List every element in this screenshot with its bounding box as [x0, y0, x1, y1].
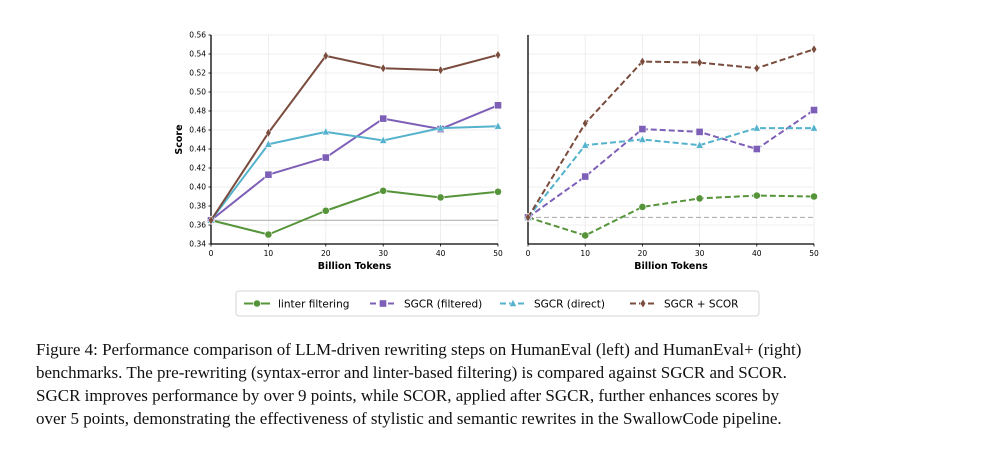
legend: linter filtering SGCR (filtered) SGCR (dir… [235, 290, 760, 317]
x-tick-label: 20 [638, 249, 648, 258]
data-point-sgcr-scor [582, 118, 589, 129]
y-tick-label: 0.44 [189, 145, 206, 154]
data-point-sgcr-scor [380, 63, 387, 74]
x-axis-label: Billion Tokens [634, 261, 708, 272]
series-line-sgcr-filtered [527, 109, 815, 219]
x-tick-label: 0 [209, 249, 214, 258]
data-point-sgcr-direct [493, 121, 503, 130]
y-axis-label: Score [174, 124, 185, 154]
data-point-linter-filtering [695, 194, 704, 203]
data-point-sgcr-direct [752, 123, 761, 132]
legend-label-sgcr-filtered: SGCR (filtered) [404, 298, 482, 310]
legend-marker-sgcr-direct [508, 298, 518, 307]
series-line-linter-filtering [210, 189, 499, 236]
series-line-linter-filtering [527, 194, 815, 237]
series-line-sgcr-direct [527, 127, 814, 219]
data-point-sgcr-scor [437, 65, 444, 76]
data-point-linter-filtering [436, 193, 445, 202]
y-tick-label: 0.42 [189, 164, 206, 173]
caption-line: benchmarks. The pre-rewriting (syntax-er… [36, 363, 787, 382]
y-tick-label: 0.38 [189, 202, 206, 211]
data-point-sgcr-direct [264, 139, 273, 148]
data-point-linter-filtering [752, 191, 761, 200]
data-point-sgcr-direct [581, 140, 590, 149]
legend-box [235, 290, 760, 317]
data-point-sgcr-scor [639, 56, 646, 67]
data-point-sgcr-filtered [638, 125, 647, 133]
data-point-linter-filtering [810, 192, 818, 201]
y-tick-label: 0.34 [189, 240, 206, 249]
data-point-linter-filtering [581, 231, 590, 240]
series-line-sgcr-direct [210, 125, 499, 221]
caption-line: SGCR improves performance by over 9 poin… [36, 386, 780, 405]
data-point-linter-filtering [638, 203, 647, 211]
legend-label-linter-filtering: linter filtering [278, 298, 349, 310]
data-point-sgcr-scor [525, 212, 531, 223]
y-tick-label: 0.56 [189, 31, 206, 40]
data-point-sgcr-filtered [264, 170, 273, 179]
data-point-sgcr-filtered [752, 145, 761, 153]
data-point-sgcr-direct [436, 123, 445, 132]
x-tick-label: 10 [580, 249, 590, 258]
x-tick-label: 20 [321, 249, 331, 258]
data-point-sgcr-filtered [695, 128, 704, 136]
x-tick-label: 10 [264, 249, 274, 258]
y-tick-label: 0.48 [189, 107, 206, 116]
data-point-sgcr-scor [322, 51, 329, 61]
data-point-linter-filtering [264, 230, 273, 239]
chart-left-panel: 0 10 20 30 40 50 0.34 0.36 0.38 0.40 0.42 0.44 0.46 0… [174, 31, 503, 272]
legend-marker-sgcr-filtered [379, 299, 387, 308]
series-line-sgcr-scor [210, 53, 499, 221]
y-tick-label: 0.50 [189, 88, 206, 97]
y-tick-label: 0.36 [189, 221, 206, 230]
data-point-linter-filtering [379, 186, 388, 195]
y-tick-label: 0.46 [189, 126, 206, 135]
data-point-sgcr-direct [695, 140, 704, 149]
legend-marker-sgcr-scor [640, 298, 646, 309]
x-tick-label: 40 [752, 249, 762, 258]
data-point-sgcr-direct [809, 123, 819, 132]
data-point-sgcr-direct [379, 135, 388, 144]
data-point-sgcr-scor [208, 215, 214, 226]
series-line-sgcr-scor [527, 48, 815, 218]
data-point-sgcr-scor [753, 63, 760, 74]
figure-caption: Figure 4: Performance comparison of LLM-… [36, 338, 971, 430]
x-tick-label: 50 [493, 249, 503, 258]
x-tick-label: 30 [695, 249, 705, 258]
legend-label-sgcr-direct: SGCR (direct) [534, 298, 605, 310]
data-point-sgcr-filtered [379, 114, 388, 123]
data-point-sgcr-scor [811, 44, 817, 55]
legend-label-sgcr-scor: SGCR + SCOR [664, 298, 738, 310]
series-line-sgcr-filtered [210, 104, 499, 222]
data-point-sgcr-filtered [810, 106, 818, 114]
data-point-sgcr-direct [321, 127, 330, 136]
x-tick-label: 30 [378, 249, 388, 258]
legend-marker-linter-filtering [253, 299, 261, 308]
x-tick-label: 50 [809, 249, 819, 258]
data-point-sgcr-direct [638, 134, 647, 143]
caption-line: Figure 4: Performance comparison of LLM-… [36, 340, 802, 359]
caption-line: over 5 points, demonstrating the effecti… [36, 409, 782, 428]
data-point-sgcr-scor [495, 50, 501, 60]
data-point-sgcr-filtered [494, 101, 502, 110]
chart-right-panel: 0 10 20 30 40 50 Billion Tokens [523, 34, 819, 272]
x-axis-label: Billion Tokens [318, 261, 392, 272]
data-point-sgcr-filtered [321, 153, 330, 162]
data-point-linter-filtering [494, 187, 502, 196]
y-tick-label: 0.52 [189, 69, 206, 78]
y-tick-label: 0.40 [189, 183, 206, 192]
x-tick-label: 40 [436, 249, 446, 258]
data-point-linter-filtering [321, 206, 330, 215]
y-tick-label: 0.54 [189, 50, 206, 59]
data-point-sgcr-scor [696, 57, 703, 68]
data-point-sgcr-filtered [581, 172, 590, 181]
data-point-sgcr-scor [265, 127, 272, 138]
x-tick-label: 0 [526, 249, 531, 258]
